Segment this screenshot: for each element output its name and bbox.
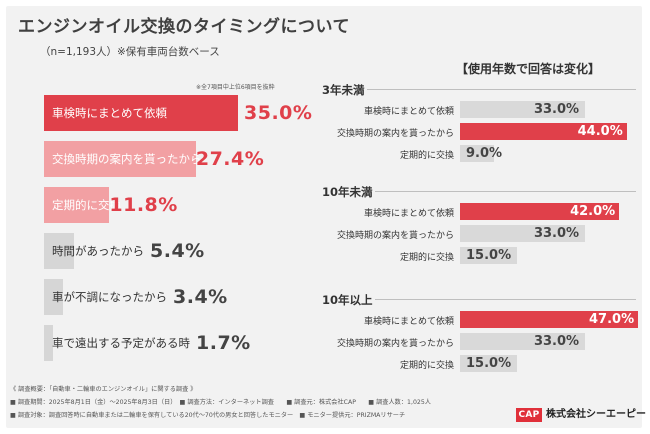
group-1-row-label-1: 車検時にまとめて依頼 [363,107,454,117]
company-logo: CAP 株式会社シーエーピー [516,406,646,424]
group-2-value-3: 15.0% [466,248,512,263]
group-3-bar-2 [460,333,585,350]
group-2-bar-3 [460,247,517,264]
footer-survey-title: 《 調査概要：「自動車・二輪車のエンジンオイル」に関する調査 》 [10,386,197,393]
left-bar-label-4: 時間があったから [52,244,144,258]
group-label-2: 10年未満 [320,184,375,200]
left-bar-label-6: 車で遠出する予定がある時 [52,336,190,350]
group-label-1: 3年未満 [320,82,367,98]
group-label-3: 10年以上 [320,292,375,308]
footer-survey-target: ■ 調査対象：調査回答時に自動車または二輪車を保有している20代〜70代の男女と… [10,412,406,419]
group-2-row-label-1: 車検時にまとめて依頼 [363,209,454,219]
left-bar-value-5: 3.4% [173,286,228,308]
group-2-bar-2 [460,225,585,242]
group-3-value-3: 15.0% [466,356,512,371]
group-1-row-label-2: 交換時期の案内を貰ったから [336,129,454,139]
right-chart-heading: 【使用年数で回答は変化】 [456,62,601,76]
group-1-value-1: 33.0% [533,102,580,117]
page-subtitle: （n=1,193人）※保有車両台数ベース [40,46,220,58]
left-bar-value-6: 1.7% [196,332,251,354]
group-divider-2 [320,191,636,192]
left-chart-note: ※全7項目中上位6項目を抜粋 [196,84,275,91]
left-bar-3 [44,187,110,223]
company-name: 株式会社シーエーピー [546,409,646,420]
group-2-row-label-3: 定期的に交換 [399,253,454,263]
group-1-bar-3 [460,145,495,162]
group-3-bar-3 [460,355,517,372]
group-divider-1 [320,89,636,90]
group-3-value-2: 33.0% [533,334,580,349]
left-bar-label-2: 交換時期の案内を貰ったから [52,152,202,166]
left-bar-value-1: 35.0% [244,102,313,124]
left-bar-1 [44,95,238,131]
group-3-row-label-1: 車検時にまとめて依頼 [363,317,454,327]
group-divider-3 [320,299,636,300]
group-1-row-label-3: 定期的に交換 [399,151,454,161]
left-bar-4 [44,233,74,269]
group-2-value-1: 42.0% [570,204,616,219]
left-bar-value-4: 5.4% [150,240,205,262]
group-2-bar-1 [460,203,620,220]
group-2-value-2: 33.0% [533,226,580,241]
group-3-row-label-3: 定期的に交換 [399,361,454,371]
group-3-bar-1 [460,311,638,328]
group-1-value-2: 44.0% [577,124,623,139]
left-bar-2 [44,141,196,177]
group-3-row-label-2: 交換時期の案内を貰ったから [336,339,454,349]
group-1-bar-1 [460,101,585,118]
left-bar-5 [44,279,63,315]
left-bar-value-3: 11.8% [109,194,178,216]
cap-logo-mark: CAP [516,408,542,422]
left-bar-label-3: 定期的に交換 [52,198,121,212]
group-2-row-label-2: 交換時期の案内を貰ったから [336,231,454,241]
left-bar-6 [44,325,54,361]
group-1-value-3: 9.0% [466,146,503,161]
group-1-bar-2 [460,123,627,140]
left-bar-label-1: 車検時にまとめて依頼 [52,106,167,120]
left-bar-label-5: 車が不調になったから [52,290,167,304]
footer-survey-details: ■ 調査期間：2025年8月1日（金）～2025年8月3日（日） ■ 調査方法：… [10,399,431,406]
left-bar-value-2: 27.4% [195,148,265,170]
group-3-value-1: 47.0% [589,312,635,327]
page-title: エンジンオイル交換のタイミングについて [18,17,350,37]
